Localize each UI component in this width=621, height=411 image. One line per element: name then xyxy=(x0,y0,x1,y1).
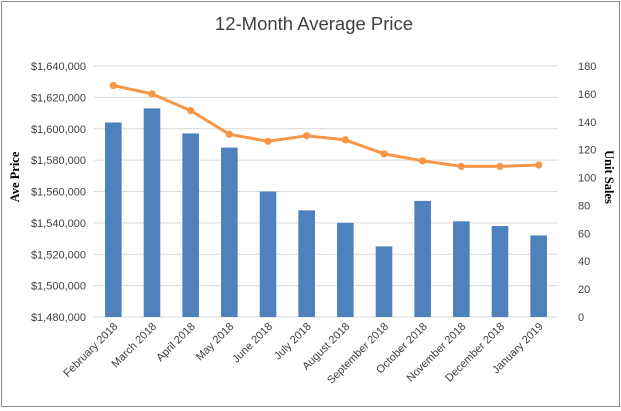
y2-tick-label: 40 xyxy=(578,256,590,268)
y-tick-label: $1,620,000 xyxy=(31,92,86,104)
y-tick-label: $1,600,000 xyxy=(31,124,86,136)
gridlines xyxy=(94,65,558,318)
line-point xyxy=(148,90,156,98)
bar xyxy=(182,133,199,317)
left-axis-title: Ave Price xyxy=(8,151,22,202)
y2-tick-label: 140 xyxy=(578,117,596,129)
x-tick-label: April 2018 xyxy=(154,321,198,365)
y-tick-label: $1,640,000 xyxy=(31,61,86,73)
line-point xyxy=(187,107,195,115)
right-axis-ticks: 0 20 40 60 80 100 120 140 160 180 xyxy=(578,61,596,324)
bar xyxy=(337,222,354,317)
left-axis-ticks: $1,480,000 $1,500,000 $1,520,000 $1,540,000… xyxy=(31,61,86,324)
bar xyxy=(298,210,315,317)
y-tick-label: $1,540,000 xyxy=(31,218,86,230)
bar xyxy=(221,147,238,317)
y-tick-label: $1,480,000 xyxy=(31,312,86,324)
y2-tick-label: 100 xyxy=(578,173,596,185)
bar xyxy=(414,200,431,317)
y2-tick-label: 60 xyxy=(578,228,590,240)
line-path xyxy=(113,84,539,168)
line-point xyxy=(457,162,465,170)
right-axis-title: Unit Sales xyxy=(602,150,616,204)
bar xyxy=(530,235,547,317)
bar-series xyxy=(105,108,547,317)
average-price-chart: 12-Month Average Price $1,480,000 $1,500,… xyxy=(8,13,616,387)
bar xyxy=(375,246,393,317)
x-tick-label: June 2018 xyxy=(230,321,275,366)
line-point xyxy=(380,150,388,158)
y-tick-label: $1,560,000 xyxy=(31,187,86,199)
y2-tick-label: 80 xyxy=(578,200,590,212)
y2-tick-label: 0 xyxy=(578,312,584,324)
line-point xyxy=(225,130,233,138)
bar xyxy=(491,226,509,317)
y2-tick-label: 180 xyxy=(578,61,596,73)
line-series xyxy=(109,81,543,170)
bar xyxy=(453,221,470,317)
bar xyxy=(143,108,161,317)
bar xyxy=(105,122,122,317)
bar xyxy=(259,191,277,317)
line-point xyxy=(264,137,272,145)
chart-title: 12-Month Average Price xyxy=(215,13,413,34)
y-tick-label: $1,500,000 xyxy=(31,281,86,293)
y-tick-label: $1,520,000 xyxy=(31,249,86,261)
line-point xyxy=(419,157,427,165)
y2-tick-label: 20 xyxy=(578,284,590,296)
y2-tick-label: 160 xyxy=(578,89,596,101)
line-point xyxy=(341,136,349,144)
line-point xyxy=(109,81,117,90)
line-point xyxy=(496,162,504,170)
x-tick-label: February 2018 xyxy=(61,321,120,380)
y-tick-label: $1,580,000 xyxy=(31,155,86,167)
line-point xyxy=(535,161,543,169)
line-point xyxy=(303,132,311,140)
y2-tick-label: 120 xyxy=(578,145,596,157)
